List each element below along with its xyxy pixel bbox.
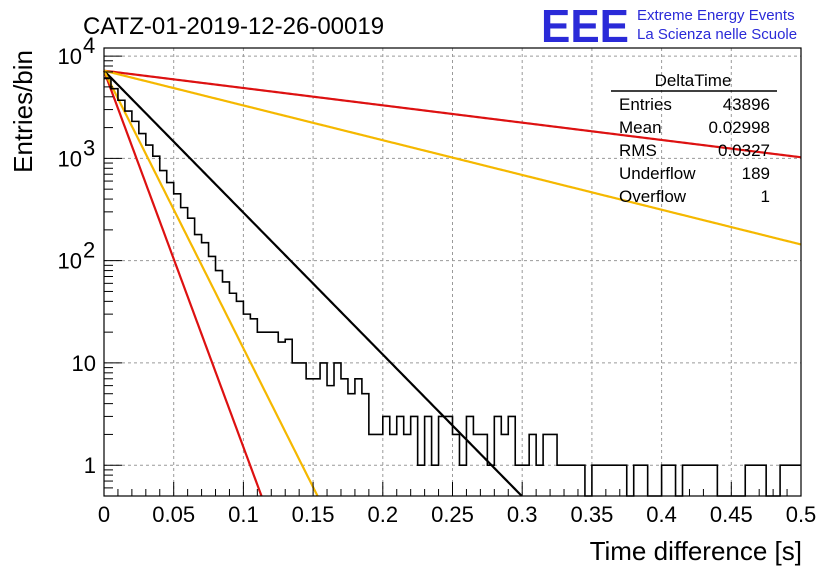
stats-row-value: 0.02998 xyxy=(709,118,770,137)
eee-logo-mark: EEE xyxy=(541,0,629,52)
eee-logo: EEE Extreme Energy Events La Scienza nel… xyxy=(541,0,797,52)
y-tick-label: 10 xyxy=(58,44,82,69)
stats-row-label: Overflow xyxy=(619,187,687,206)
x-tick-label: 0.15 xyxy=(292,502,335,527)
fit-curve xyxy=(103,69,802,159)
y-tick-label: 1 xyxy=(84,453,96,478)
fit-curve xyxy=(103,69,802,246)
stats-row-label: Underflow xyxy=(619,164,696,183)
stats-row-value: 0.0327 xyxy=(718,141,770,160)
y-axis-title: Entries/bin xyxy=(8,50,38,173)
logo-line-2: La Scienza nelle Scuole xyxy=(637,26,797,43)
y-tick-label: 10 xyxy=(58,249,82,274)
x-tick-label: 0.4 xyxy=(646,502,677,527)
plot-title: CATZ-01-2019-12-26-00019 xyxy=(83,13,384,40)
y-tick-exponent: 4 xyxy=(83,33,95,58)
x-tick-labels: 0 0.05 0.1 0.15 0.2 0.25 0.3 0.35 0.4 0.45 0.5 xyxy=(98,502,816,527)
x-tick-label: 0.5 xyxy=(786,502,817,527)
stats-row-value: 1 xyxy=(761,187,770,206)
axis-ticks xyxy=(103,55,802,496)
x-tick-label: 0.35 xyxy=(570,502,613,527)
fit-curve xyxy=(102,70,263,497)
x-tick-label: 0.25 xyxy=(431,502,474,527)
stats-row-label: Entries xyxy=(619,95,672,114)
x-tick-label: 0.05 xyxy=(152,502,195,527)
x-tick-label: 0.1 xyxy=(228,502,259,527)
x-tick-label: 0.2 xyxy=(368,502,399,527)
stats-title: DeltaTime xyxy=(655,71,732,90)
x-axis-title: Time difference [s] xyxy=(590,536,802,566)
y-tick-exponent: 3 xyxy=(83,135,95,160)
fit-curve xyxy=(103,70,319,497)
x-tick-label: 0 xyxy=(98,502,110,527)
x-tick-label: 0.45 xyxy=(710,502,753,527)
logo-line-1: Extreme Energy Events xyxy=(637,7,795,24)
y-tick-label: 10 xyxy=(72,351,96,376)
y-tick-label: 10 xyxy=(58,146,82,171)
y-tick-exponent: 2 xyxy=(83,238,95,263)
stats-row-value: 43896 xyxy=(723,95,770,114)
stats-row-value: 189 xyxy=(742,164,770,183)
stats-rows: Entries 43896 Mean 0.02998 RMS 0.0327 Underflo… xyxy=(619,95,770,206)
x-tick-label: 0.3 xyxy=(507,502,538,527)
stats-row-label: RMS xyxy=(619,141,657,160)
stats-box: DeltaTime Entries 43896 Mean 0.02998 RMS 0.03… xyxy=(611,71,777,206)
stats-row-label: Mean xyxy=(619,118,662,137)
